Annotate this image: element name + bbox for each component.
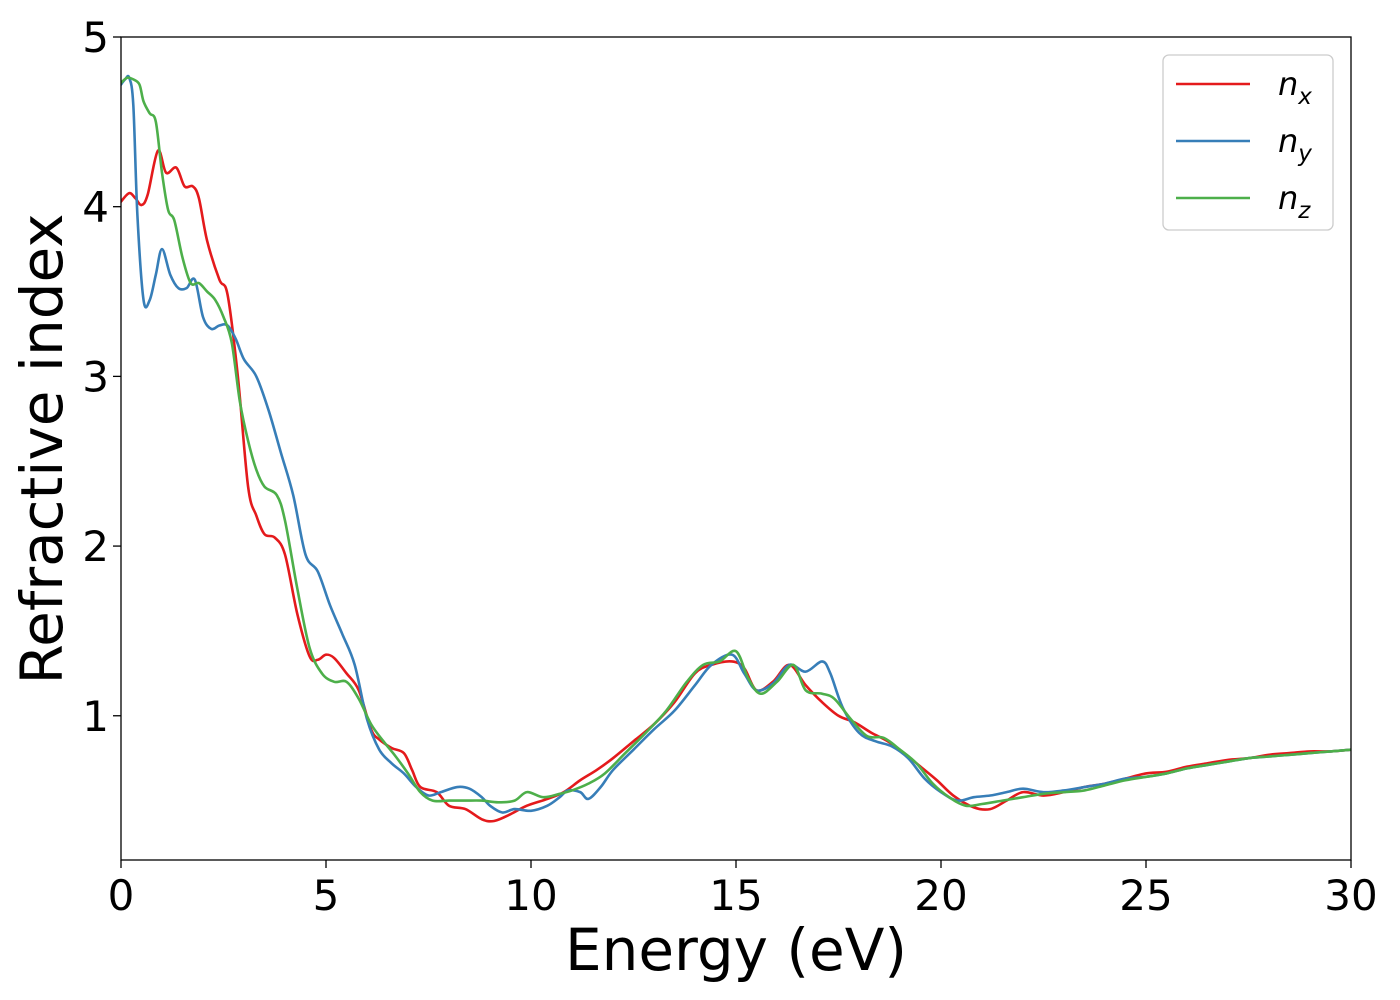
x-tick-label: 0 [108,871,135,920]
x-tick-label: 20 [914,871,967,920]
y-tick-label: 2 [82,522,109,571]
y-axis-ticks: 1 2 3 4 5 [82,13,121,741]
y-tick-label: 5 [82,13,109,62]
y-axis-label: Refractive index [8,213,76,684]
x-tick-label: 30 [1324,871,1377,920]
x-tick-label: 5 [313,871,340,920]
legend-label-y: ny [1278,122,1312,167]
legend-label-x: nx [1278,65,1312,110]
x-tick-label: 10 [504,871,557,920]
x-axis-ticks: 0 5 10 15 20 25 30 [108,860,1378,920]
x-tick-label: 15 [709,871,762,920]
series-layer [121,74,1351,823]
legend: nx ny nz [1162,54,1334,231]
legend-label-z: nz [1278,179,1311,224]
y-tick-label: 1 [82,692,109,741]
series-line-z [121,76,1351,808]
x-axis-label: Energy (eV) [565,916,907,984]
legend-box [1162,54,1334,231]
y-tick-label: 4 [82,183,109,232]
y-tick-label: 3 [82,352,109,401]
x-tick-label: 25 [1119,871,1172,920]
